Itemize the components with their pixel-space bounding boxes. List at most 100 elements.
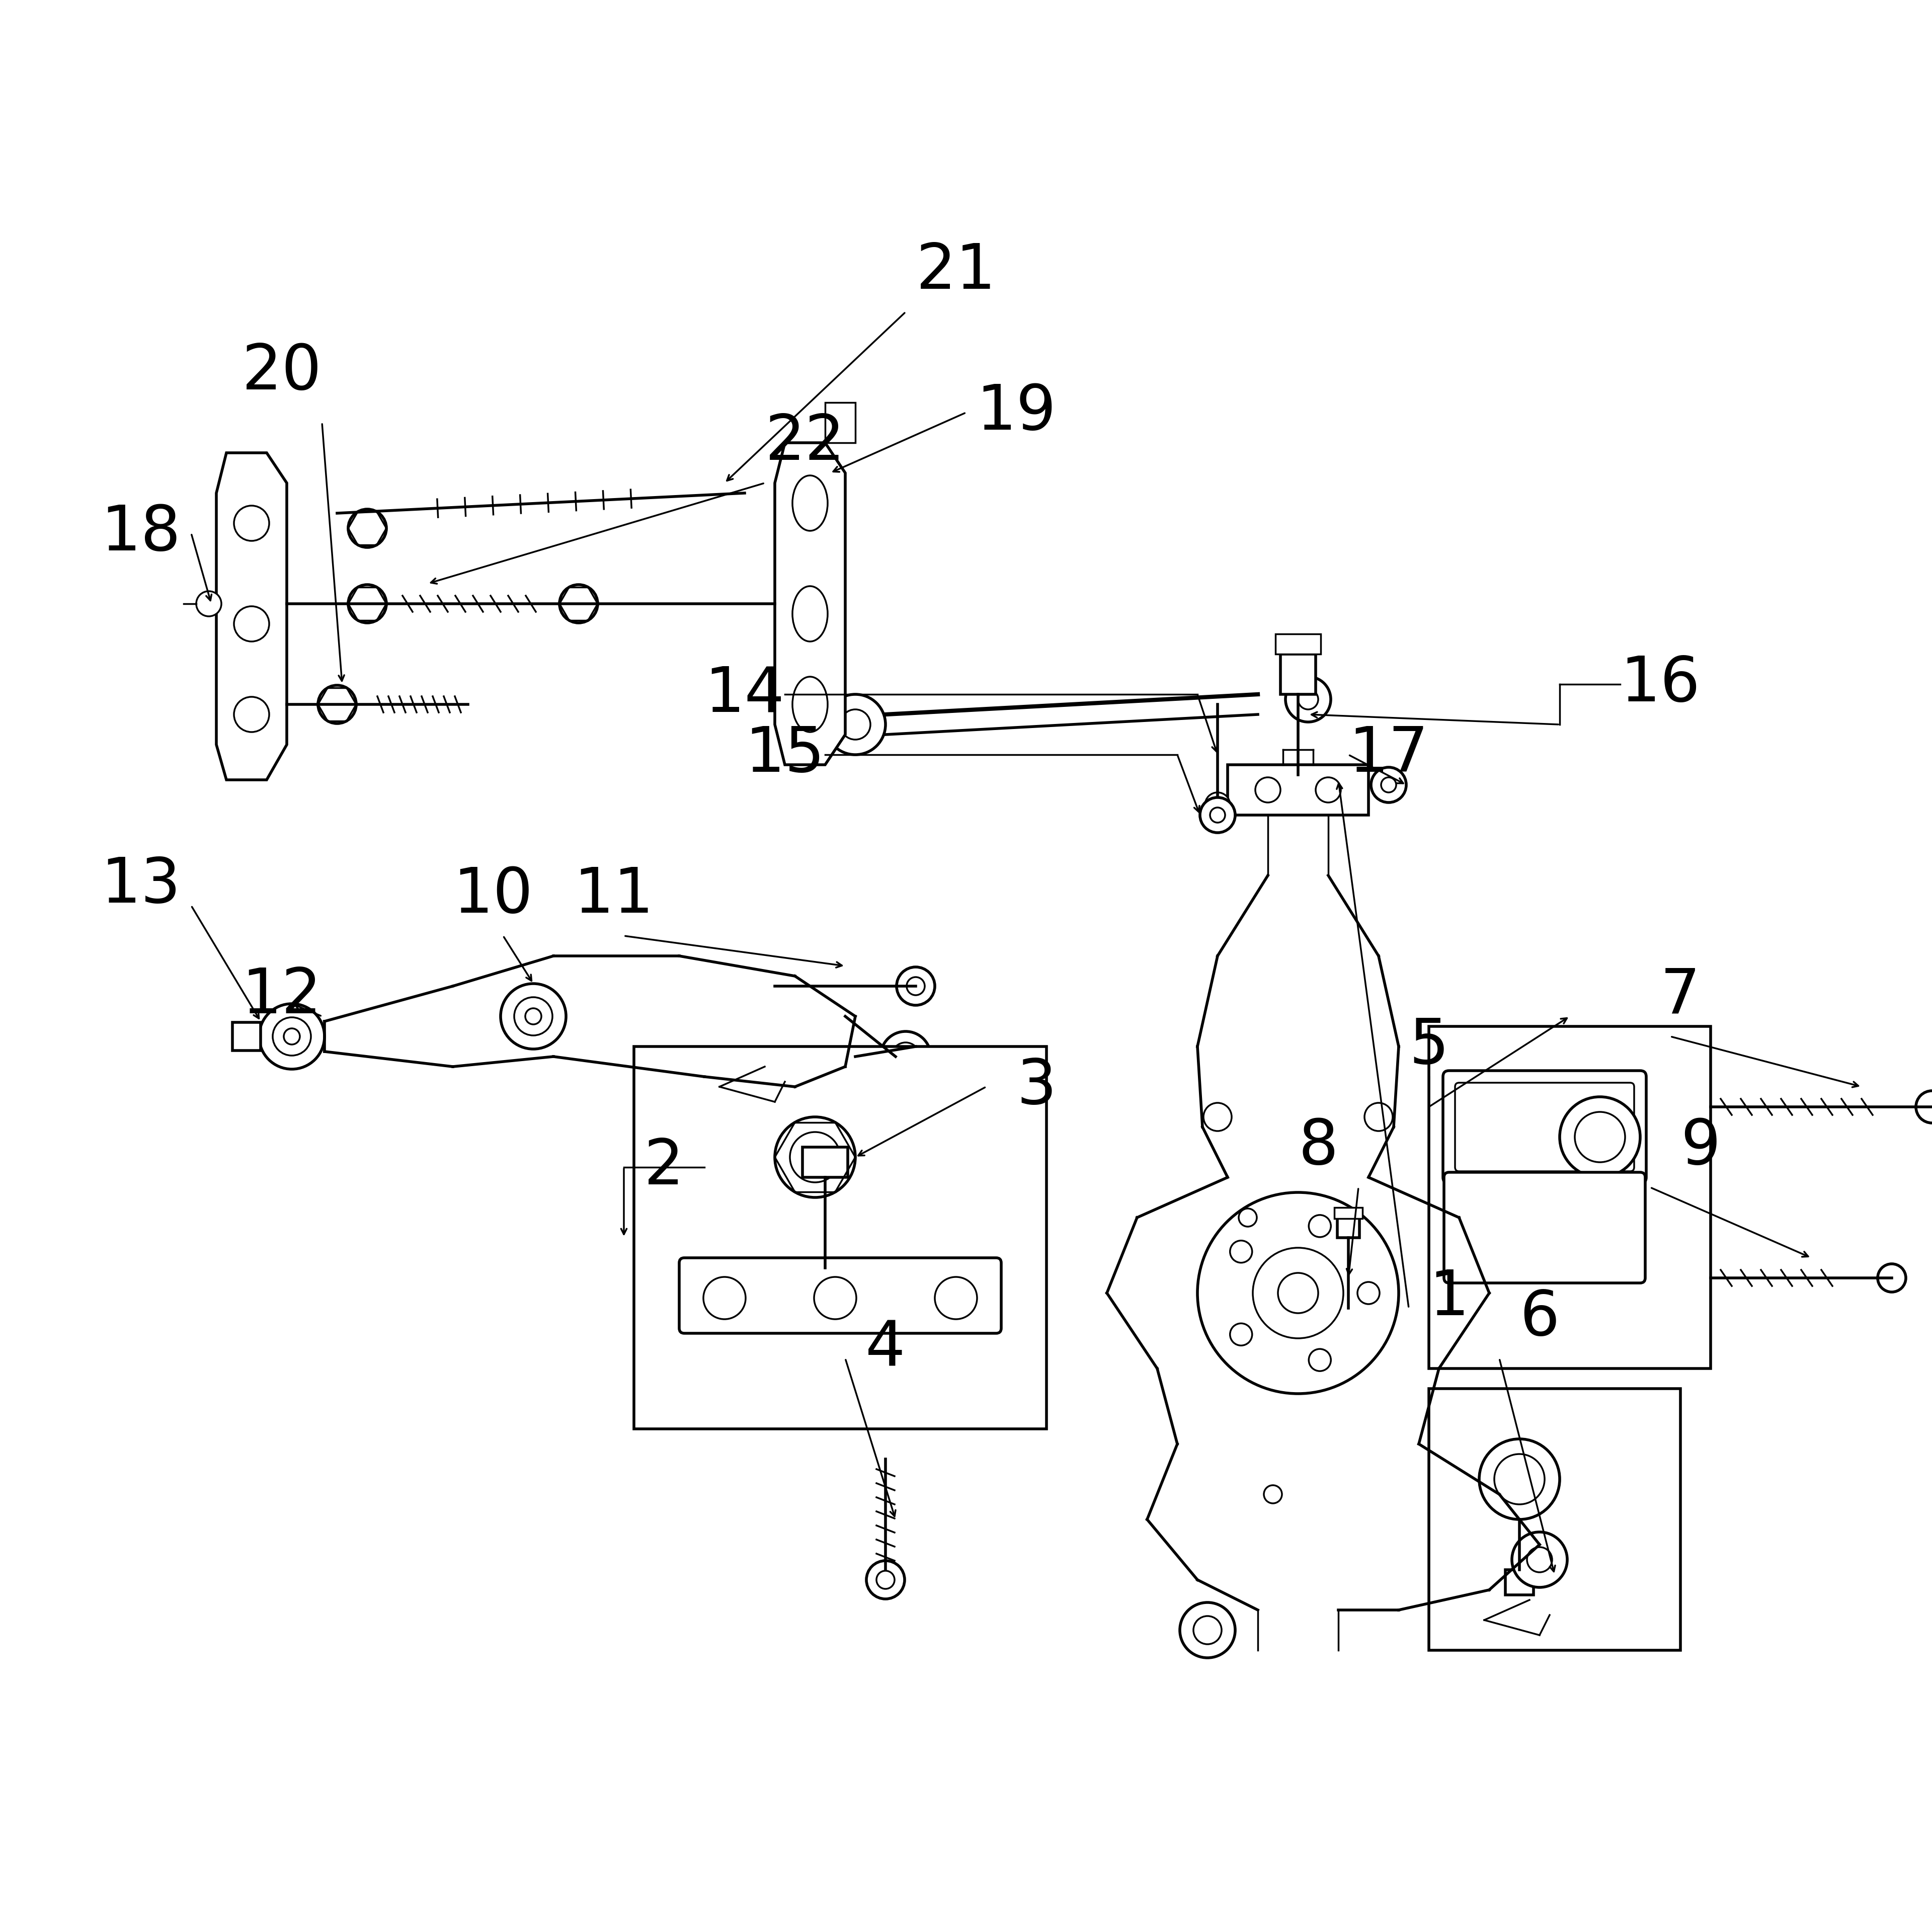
Circle shape (1252, 1248, 1343, 1339)
Text: 17: 17 (1349, 725, 1428, 784)
Bar (1430, 1389, 1681, 1650)
FancyBboxPatch shape (680, 1258, 1001, 1333)
Text: 20: 20 (242, 342, 323, 402)
Circle shape (1198, 1192, 1399, 1393)
Text: 16: 16 (1621, 653, 1700, 715)
Circle shape (1180, 1602, 1235, 1658)
FancyBboxPatch shape (1455, 1082, 1634, 1171)
Circle shape (526, 1009, 541, 1024)
Text: 18: 18 (100, 502, 182, 564)
Circle shape (813, 1277, 856, 1320)
Circle shape (825, 694, 885, 755)
Circle shape (1559, 1097, 1640, 1177)
Circle shape (234, 607, 269, 641)
Text: 10: 10 (454, 866, 533, 925)
Circle shape (1381, 777, 1397, 792)
Circle shape (1231, 1240, 1252, 1264)
FancyBboxPatch shape (1443, 1070, 1646, 1182)
Circle shape (234, 697, 269, 732)
Circle shape (1575, 1113, 1625, 1163)
Bar (1430, 1026, 1710, 1368)
Text: 1: 1 (1430, 1267, 1468, 1329)
Polygon shape (775, 442, 846, 765)
Circle shape (348, 585, 386, 622)
Text: 6: 6 (1520, 1289, 1559, 1349)
Circle shape (1513, 1532, 1567, 1588)
Circle shape (1238, 1209, 1258, 1227)
Circle shape (560, 585, 597, 622)
Circle shape (1308, 1349, 1331, 1372)
Bar (1337, 1217, 1360, 1238)
Text: 4: 4 (866, 1318, 906, 1379)
Circle shape (1285, 676, 1331, 723)
Circle shape (790, 1132, 840, 1182)
Text: 14: 14 (705, 665, 784, 725)
Circle shape (1206, 792, 1231, 817)
Circle shape (1298, 690, 1318, 709)
Circle shape (514, 997, 553, 1036)
Circle shape (1493, 1455, 1544, 1505)
FancyBboxPatch shape (1443, 1173, 1646, 1283)
Polygon shape (216, 452, 286, 781)
Circle shape (1480, 1439, 1559, 1519)
Circle shape (891, 1043, 920, 1070)
Circle shape (1264, 1486, 1283, 1503)
Circle shape (1256, 777, 1281, 802)
Circle shape (703, 1277, 746, 1320)
Circle shape (197, 591, 222, 616)
Text: 12: 12 (242, 966, 323, 1026)
Circle shape (935, 1277, 978, 1320)
Circle shape (877, 1571, 895, 1588)
Circle shape (1917, 1092, 1932, 1122)
Circle shape (1204, 1103, 1233, 1130)
Circle shape (259, 1005, 325, 1068)
Text: 15: 15 (746, 725, 825, 784)
Circle shape (234, 506, 269, 541)
Bar (1505, 1569, 1534, 1596)
Bar (1275, 634, 1321, 655)
Circle shape (1526, 1548, 1551, 1573)
Circle shape (1316, 777, 1341, 802)
Ellipse shape (792, 676, 827, 732)
Circle shape (348, 510, 386, 547)
Text: 7: 7 (1660, 966, 1700, 1026)
Bar (634, 1047, 1047, 1430)
Circle shape (1372, 767, 1406, 802)
Circle shape (906, 978, 925, 995)
Circle shape (775, 1117, 856, 1198)
Text: 21: 21 (916, 242, 995, 301)
Text: 9: 9 (1681, 1117, 1721, 1179)
Circle shape (319, 686, 355, 723)
Circle shape (840, 709, 871, 740)
Text: 3: 3 (1016, 1057, 1057, 1117)
Circle shape (1200, 798, 1235, 833)
Bar (1335, 1208, 1362, 1219)
Text: 19: 19 (976, 383, 1057, 442)
Text: 5: 5 (1408, 1016, 1449, 1076)
Circle shape (500, 983, 566, 1049)
Circle shape (1194, 1615, 1221, 1644)
Circle shape (1209, 808, 1225, 823)
Bar (232, 1022, 261, 1051)
Circle shape (284, 1028, 299, 1045)
Text: 2: 2 (643, 1136, 684, 1198)
Circle shape (896, 968, 935, 1005)
Bar (1281, 655, 1316, 694)
Circle shape (881, 1032, 931, 1082)
Ellipse shape (792, 585, 827, 641)
Bar (802, 1148, 848, 1177)
Bar (825, 402, 856, 442)
Circle shape (1308, 1215, 1331, 1236)
Text: 22: 22 (765, 412, 844, 473)
Circle shape (1364, 1103, 1393, 1130)
Text: 13: 13 (100, 856, 182, 916)
Circle shape (1358, 1283, 1379, 1304)
Circle shape (1277, 1273, 1318, 1314)
Circle shape (1231, 1323, 1252, 1345)
Circle shape (866, 1561, 904, 1600)
Circle shape (1878, 1264, 1905, 1293)
Bar (1227, 765, 1368, 815)
Ellipse shape (792, 475, 827, 531)
Text: 11: 11 (574, 866, 653, 925)
Text: 8: 8 (1298, 1117, 1339, 1179)
